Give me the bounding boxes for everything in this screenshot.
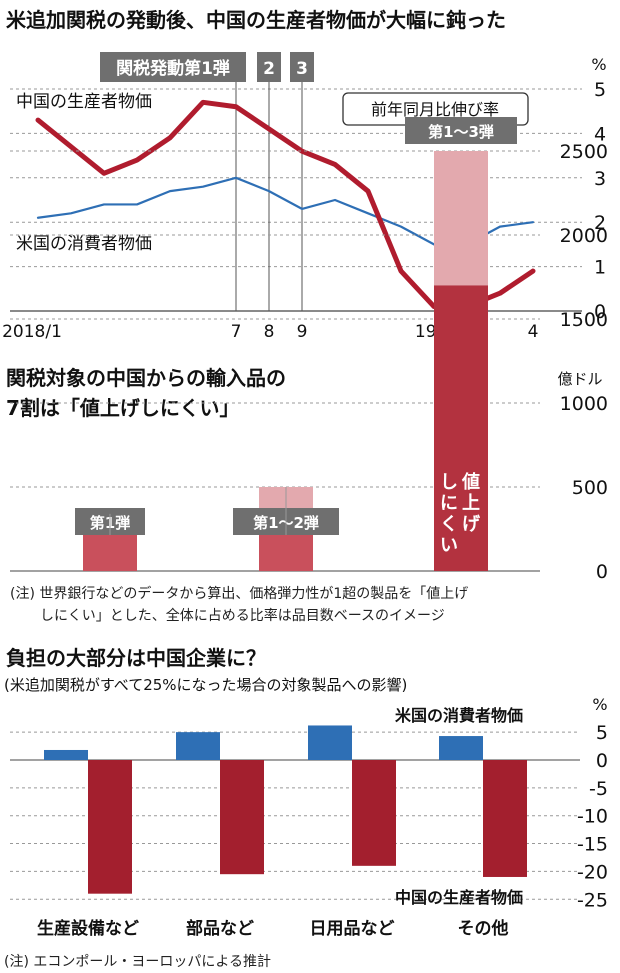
chart2-bar-hard-to-raise [83,532,137,571]
chart2-inner-label-char: に [440,493,458,514]
chart2-y-tick-label: 0 [596,561,608,583]
chart2-category-box [405,117,517,144]
chart1-event-label: 3 [296,59,308,79]
chart1-title: 米追加関税の発動後、中国の生産者物価が大幅に鈍った [6,8,506,32]
chart1-unit: % [591,55,606,74]
chart2-title-line2: 7割は「値上げしにくい」 [6,396,240,420]
chart3-category-label: 部品など [186,918,254,939]
chart2-inner-label-char: 値 [461,471,480,493]
chart2-inner-label-char: し [440,472,458,493]
chart2-y-tick-label: 2000 [560,225,608,247]
chart3-bar-us-cpi [176,732,220,760]
chart3-category-label: 日用品など [310,919,395,939]
chart3-bar-china-ppi [483,760,527,877]
chart3-category-label: 生産設備など [37,918,139,939]
chart2-unit: 億ドル [557,370,602,388]
chart3-subtitle: (米追加関税がすべて25%になった場合の対象製品への影響) [4,676,407,694]
chart2-inner-label-char: く [440,514,458,535]
chart2-y-tick-label: 1500 [560,309,608,331]
chart1-event-box [257,52,281,82]
chart3-category-label: その他 [458,918,509,939]
chart1-x-tick-label: 9 [297,322,308,342]
chart3-y-tick-label: -15 [577,834,608,856]
chart3-bar-china-ppi [352,760,396,866]
chart1-x-tick-label: 4 [528,322,539,342]
chart3-note: (注) エコンポール・ヨーロッパによる推計 [4,954,271,970]
chart3-title: 負担の大部分は中国企業に？ [6,646,266,670]
chart2-inner-label-char: い [440,535,458,556]
chart1-event-box [100,52,246,82]
chart1-y-tick-label: 4 [594,123,606,145]
chart3-bar-china-ppi [220,760,264,875]
chart1-y-tick-label: 3 [594,168,606,190]
chart3-y-tick-label: -10 [577,806,608,828]
chart1-series-label-us: 米国の消費者物価 [16,234,152,254]
chart3-bar-us-cpi [44,749,88,760]
chart2-bar-hard-to-raise [434,285,488,571]
chart1-event-box [290,52,314,82]
chart3-bar-us-cpi [308,725,352,760]
chart1-legend-box-text: 前年同月比伸び率 [371,100,499,119]
chart2-title-line1: 関税対象の中国からの輸入品の [6,366,286,390]
chart2-category-label: 第1〜3弾 [428,123,494,141]
chart1-event-label: 関税発動第1弾 [116,58,230,79]
chart1-x-tick-label: 8 [264,322,275,342]
chart1-x-tick-label: 7 [231,322,242,342]
chart3-y-tick-label: -25 [577,889,608,911]
chart3-y-tick-label: 5 [596,722,608,744]
chart2-note-line1: (注) 世界銀行などのデータから算出、価格弾力性が1超の製品を「値上げ [10,585,468,602]
chart1-y-tick-label: 5 [594,79,606,101]
chart3-y-tick-label: -5 [589,778,608,800]
chart1-y-tick-label: 0 [594,301,606,323]
chart3-series-label-us: 米国の消費者物価 [395,706,523,725]
chart1-y-tick-label: 2 [594,212,606,234]
chart3-bar-us-cpi [439,736,483,760]
chart3-bar-china-ppi [88,760,132,894]
chart2-inner-label-char: げ [462,514,481,535]
chart3-y-tick-label: 0 [596,750,608,772]
chart3-unit: % [592,695,607,714]
chart1-event-label: 2 [263,59,275,79]
chart1-y-tick-label: 1 [594,257,606,279]
chart2-note-line2: しにくい」とした、全体に占める比率は品目数ベースのイメージ [40,607,445,624]
chart1-x-tick-label: 2018/1 [2,322,62,342]
chart2-y-tick-label: 1000 [560,393,608,415]
chart2-y-tick-label: 2500 [560,141,608,163]
chart2-y-tick-label: 500 [572,477,608,499]
chart1-series-label-china: 中国の生産者物価 [16,92,152,112]
chart2-bar-total [434,151,488,286]
chart3-series-label-china: 中国の生産者物価 [395,888,523,907]
chart2-inner-label-char: 上 [462,493,480,514]
chart3-y-tick-label: -20 [577,861,608,883]
